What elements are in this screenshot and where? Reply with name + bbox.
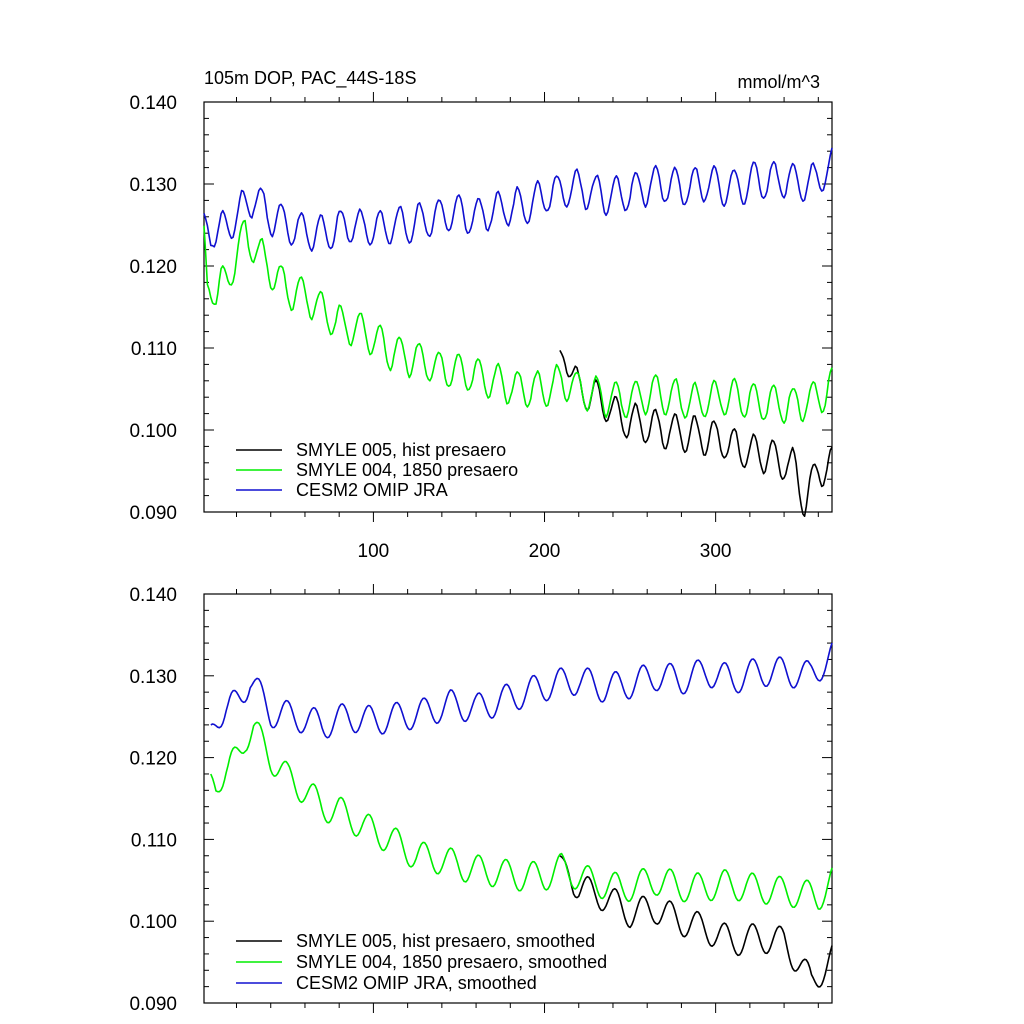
y-tick-label: 0.100 (129, 421, 177, 442)
chart-units: mmol/m^3 (738, 72, 820, 92)
y-tick-label: 0.110 (131, 339, 177, 360)
series-line-1 (559, 350, 833, 518)
legend-label: CESM2 OMIP JRA, smoothed (296, 973, 537, 993)
plot-frame (203, 593, 833, 1004)
y-tick-label: 0.140 (129, 585, 177, 606)
series-line-1 (559, 855, 833, 988)
plot-frame (203, 101, 833, 513)
series-line-2 (203, 219, 833, 425)
series-line-3 (203, 147, 833, 252)
y-tick-label: 0.130 (129, 667, 177, 688)
y-tick-label: 0.090 (129, 503, 177, 524)
y-tick-label: 0.130 (129, 175, 177, 196)
chart-title: 105m DOP, PAC_44S-18S (204, 68, 416, 89)
x-tick-label: 100 (358, 541, 390, 562)
x-tick-label: 300 (700, 541, 732, 562)
legend-label: SMYLE 004, 1850 presaero, smoothed (296, 952, 607, 972)
y-tick-label: 0.120 (129, 257, 177, 278)
y-tick-label: 0.140 (129, 93, 177, 114)
y-tick-label: 0.100 (129, 912, 177, 933)
legend-label: SMYLE 004, 1850 presaero (296, 460, 518, 480)
legend-label: SMYLE 005, hist presaero, smoothed (296, 931, 595, 951)
chart-panel-2: 0.090 0.100 0.110 0.120 0.130 0.140 SMYLE 005,… (129, 584, 833, 1015)
y-tick-label: 0.110 (131, 830, 177, 851)
y-tick-label: 0.090 (129, 994, 177, 1015)
series-line-3 (210, 642, 833, 739)
x-tick-label: 200 (529, 541, 561, 562)
series-line-2 (210, 721, 833, 910)
legend-label: CESM2 OMIP JRA (296, 480, 448, 500)
chart-panel-1: 0.090 0.100 0.110 0.120 0.130 0.140 100 200 300 1… (129, 68, 833, 562)
y-tick-label: 0.120 (129, 749, 177, 770)
legend-label: SMYLE 005, hist presaero (296, 440, 506, 460)
